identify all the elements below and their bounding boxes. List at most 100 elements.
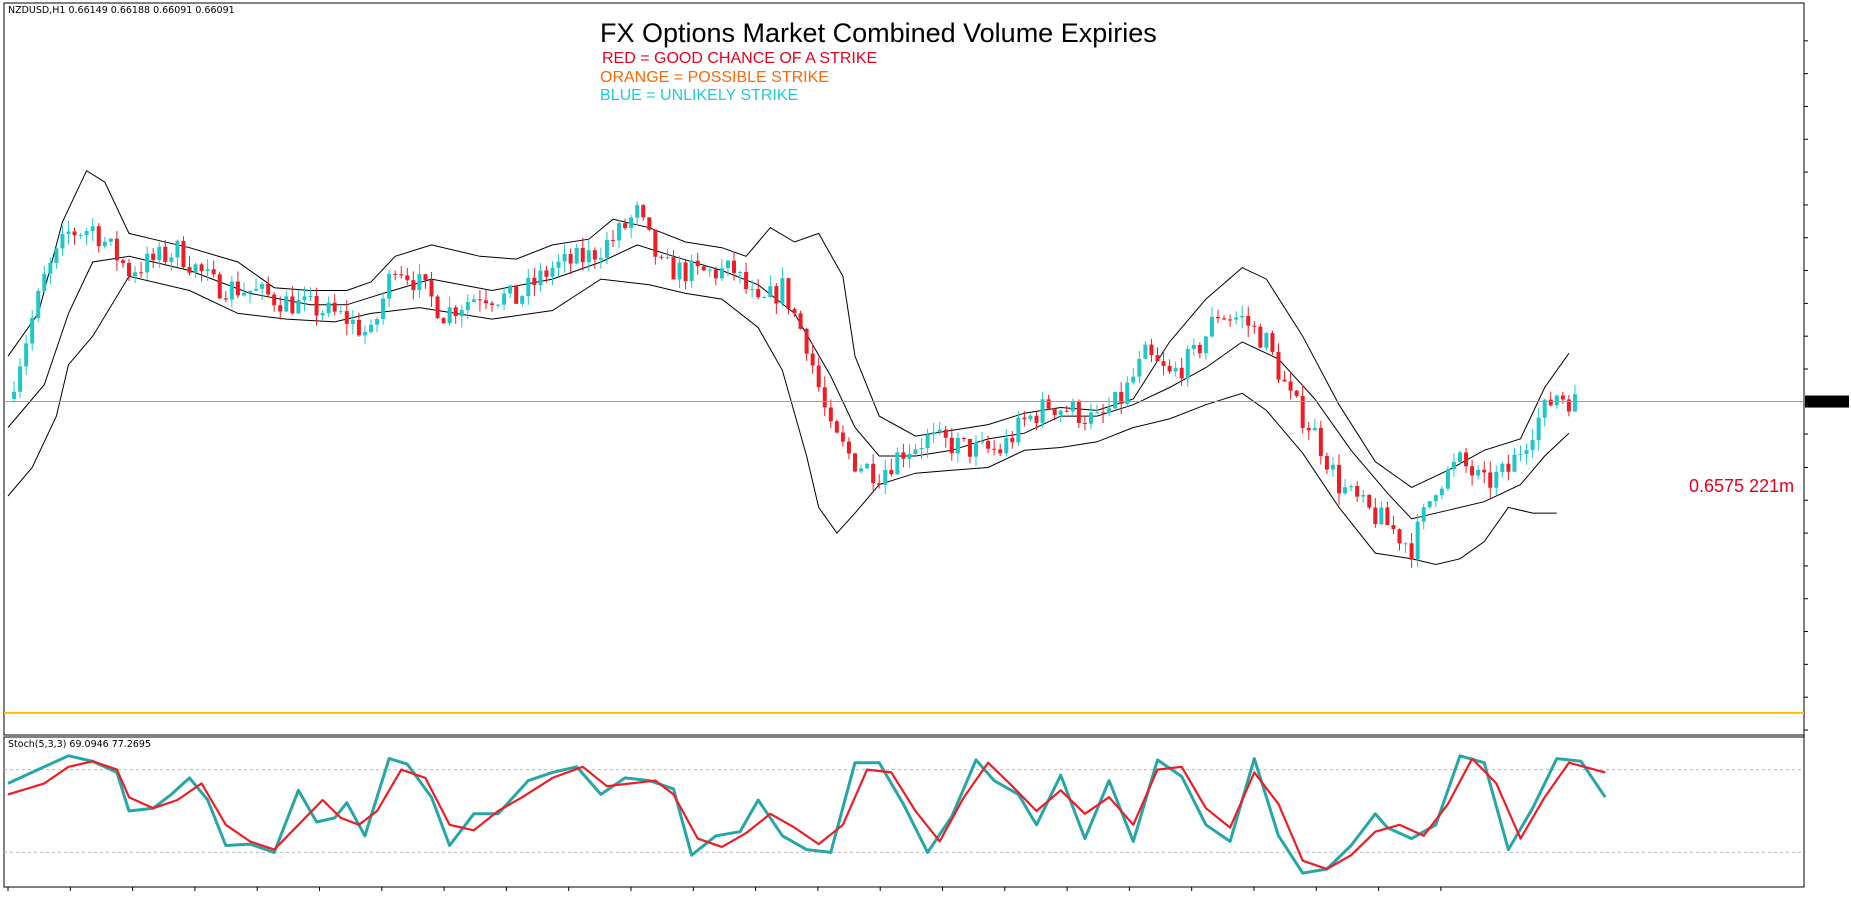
candle-bear xyxy=(211,269,216,275)
candle-bear xyxy=(834,421,839,433)
candle-bear xyxy=(217,274,222,299)
candle-bull xyxy=(604,239,609,258)
candle-bull xyxy=(598,257,603,260)
candle-bear xyxy=(1216,316,1220,319)
candle-bull xyxy=(1500,463,1505,472)
stoch-signal-line xyxy=(7,757,1606,871)
stoch-chart-layer xyxy=(4,754,1804,875)
candle-bull xyxy=(538,270,543,286)
candle-bull xyxy=(1095,412,1099,414)
candle-bear xyxy=(671,257,676,280)
candle-bear xyxy=(344,311,349,324)
candle-bull xyxy=(60,233,65,249)
candle-bear xyxy=(683,262,688,282)
candle-bear xyxy=(139,272,144,274)
candle-bear xyxy=(223,298,228,300)
candle-bull xyxy=(550,267,555,277)
candle-bear xyxy=(405,275,410,281)
candle-bull xyxy=(175,240,180,258)
candle-bull xyxy=(1427,501,1432,508)
candle-bull xyxy=(738,271,743,273)
candle-bull xyxy=(284,296,289,312)
candle-bull xyxy=(465,302,470,310)
candle-bull xyxy=(193,264,198,273)
candle-bear xyxy=(1506,463,1511,472)
candle-bull xyxy=(1312,427,1317,431)
bollinger-lower-line xyxy=(7,275,1557,566)
candle-bear xyxy=(871,463,876,484)
candle-bull xyxy=(1016,417,1021,443)
candle-bear xyxy=(1488,472,1493,488)
candle-bear xyxy=(659,256,664,258)
candle-bull xyxy=(556,261,561,268)
candle-bull xyxy=(1524,450,1529,455)
candle-bull xyxy=(54,248,59,263)
legend-orange: ORANGE = POSSIBLE STRIKE xyxy=(600,69,829,86)
candle-bull xyxy=(1191,344,1196,349)
candle-bear xyxy=(151,253,156,261)
candle-bear xyxy=(1294,390,1299,396)
candle-bear xyxy=(1560,395,1565,400)
candle-bear xyxy=(592,250,597,260)
time-axis-ticks xyxy=(7,887,1442,891)
candle-bull xyxy=(447,307,452,324)
candle-bull xyxy=(229,281,234,300)
candle-bear xyxy=(1252,325,1257,327)
candle-bull xyxy=(1433,495,1438,502)
candle-bull xyxy=(1209,316,1214,337)
candle-bear xyxy=(1270,333,1275,352)
candle-bull xyxy=(1494,471,1499,488)
candle-bull xyxy=(913,449,918,454)
candle-bull xyxy=(1403,543,1408,545)
candle-bull xyxy=(883,469,888,485)
candle-bull xyxy=(520,296,525,304)
main-plot-frame xyxy=(3,2,1805,736)
candle-bear xyxy=(1367,494,1372,508)
candle-bear xyxy=(1306,427,1311,431)
candle-bull xyxy=(689,260,694,282)
candle-bear xyxy=(949,437,954,454)
candle-bull xyxy=(1028,415,1033,420)
candle-bear xyxy=(653,229,658,257)
candle-bull xyxy=(1476,469,1481,476)
candle-bull xyxy=(1554,395,1559,406)
candle-bear xyxy=(986,440,991,449)
candle-bear xyxy=(798,313,803,329)
candle-bear xyxy=(435,296,440,319)
candle-bear xyxy=(1197,344,1202,354)
candle-bull xyxy=(617,223,622,241)
candle-bear xyxy=(1222,318,1227,320)
candle-bear xyxy=(998,449,1003,454)
candle-bull xyxy=(108,238,113,242)
candle-bear xyxy=(187,267,192,273)
candle-bull xyxy=(1572,394,1577,412)
candle-bull xyxy=(145,253,150,273)
candle-bear xyxy=(72,231,77,236)
candle-bull xyxy=(36,290,41,318)
candle-bear xyxy=(199,264,204,272)
candle-bull xyxy=(508,285,513,294)
candle-bull xyxy=(1330,464,1335,470)
candle-bull xyxy=(1131,376,1136,383)
candle-bull xyxy=(1518,454,1523,456)
price-axis-ticks xyxy=(1804,40,1808,731)
candle-bull xyxy=(719,268,724,279)
candle-bull xyxy=(750,288,755,290)
candle-bull xyxy=(42,273,47,291)
candle-bull xyxy=(1070,401,1075,412)
candle-bull xyxy=(725,260,730,269)
candle-bull xyxy=(18,366,23,392)
candle-bull xyxy=(677,262,682,280)
candle-bear xyxy=(853,453,857,472)
candle-bull xyxy=(974,442,978,457)
candle-bull xyxy=(919,448,924,450)
candle-bear xyxy=(828,407,833,422)
candle-bear xyxy=(846,441,851,454)
candle-bull xyxy=(1185,348,1190,379)
candle-bear xyxy=(1470,466,1475,476)
candle-bull xyxy=(338,311,343,313)
candle-bull xyxy=(1536,417,1541,441)
current-price-box xyxy=(1805,395,1849,408)
